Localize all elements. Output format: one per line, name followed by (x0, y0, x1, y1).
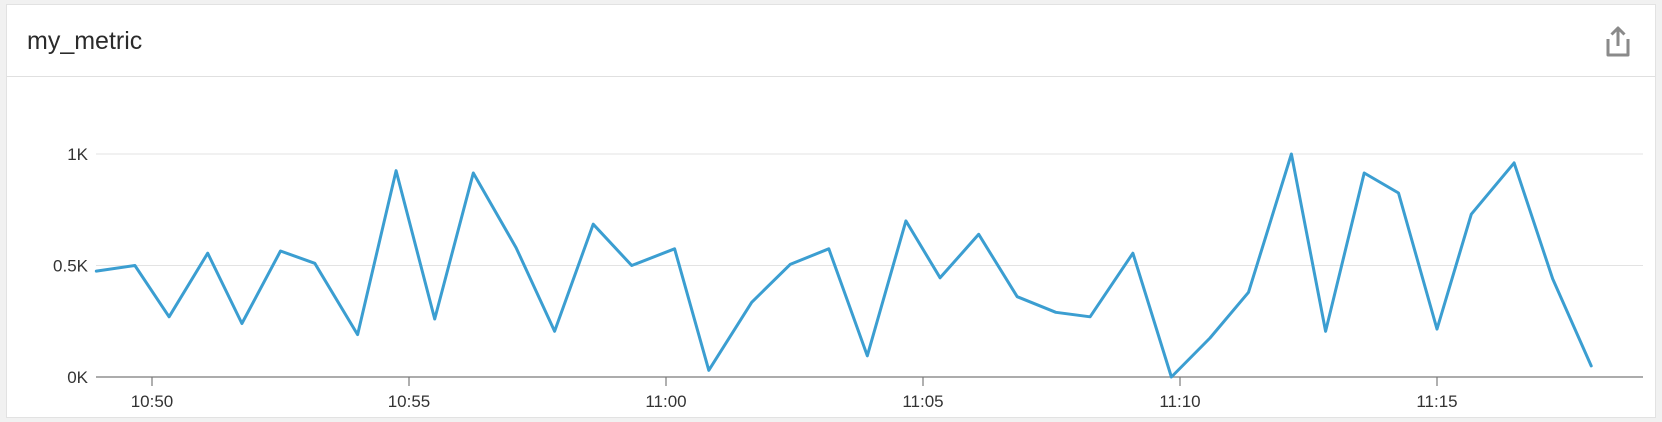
widget-title: my_metric (27, 27, 143, 55)
x-tick-label: 10:55 (388, 392, 431, 411)
y-tick-label: 0K (67, 368, 88, 387)
y-tick-label: 1K (67, 145, 88, 164)
share-button[interactable] (1601, 25, 1635, 59)
x-tick-label: 11:05 (902, 392, 943, 411)
share-icon (1606, 26, 1630, 57)
widget-header: my_metric (7, 5, 1655, 77)
series-line (94, 152, 1593, 379)
x-tick-label: 11:10 (1159, 392, 1200, 411)
x-tick-label: 11:00 (645, 392, 686, 411)
x-tick-label: 11:15 (1416, 392, 1457, 411)
metric-widget: my_metric (6, 4, 1656, 418)
x-tick-label: 10:50 (131, 392, 174, 411)
y-tick-label: 0.5K (53, 257, 89, 276)
